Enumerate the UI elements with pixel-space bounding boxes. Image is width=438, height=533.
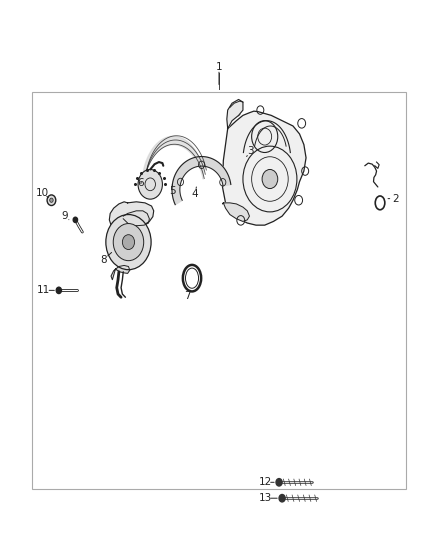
Polygon shape (227, 100, 243, 128)
Circle shape (113, 223, 144, 261)
Text: 1: 1 (215, 62, 223, 71)
Circle shape (262, 169, 278, 189)
Polygon shape (123, 211, 149, 225)
Circle shape (122, 235, 134, 249)
Polygon shape (223, 111, 306, 225)
Circle shape (49, 198, 53, 203)
Text: 3: 3 (247, 146, 254, 156)
Text: 8: 8 (100, 255, 107, 264)
Circle shape (279, 495, 285, 502)
Text: 10: 10 (36, 188, 49, 198)
Text: 7: 7 (184, 290, 191, 301)
Bar (32, 92, 406, 489)
Circle shape (73, 217, 78, 222)
Polygon shape (111, 265, 130, 280)
Text: 5: 5 (169, 186, 176, 196)
Text: 12: 12 (258, 477, 272, 487)
Text: 4: 4 (192, 189, 198, 199)
Text: 2: 2 (392, 193, 399, 204)
Circle shape (138, 169, 162, 199)
Text: 13: 13 (258, 493, 272, 503)
Text: 6: 6 (138, 178, 144, 188)
Polygon shape (172, 157, 231, 205)
Circle shape (56, 287, 61, 294)
Circle shape (106, 215, 151, 270)
Circle shape (47, 195, 56, 206)
Polygon shape (223, 203, 250, 221)
Polygon shape (110, 202, 154, 229)
Circle shape (276, 479, 282, 486)
Text: 11: 11 (37, 285, 50, 295)
Text: 9: 9 (61, 211, 68, 221)
